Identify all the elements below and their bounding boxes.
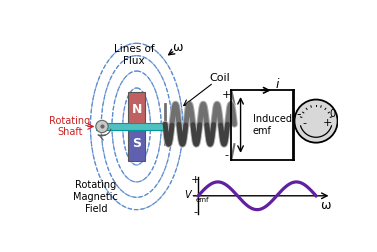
Text: -: - <box>302 118 306 129</box>
Bar <box>96 123 165 130</box>
Text: emf: emf <box>196 197 209 203</box>
Text: Rotating
Magnetic
Field: Rotating Magnetic Field <box>74 180 118 214</box>
Text: -: - <box>194 207 198 217</box>
Text: +: + <box>323 118 333 129</box>
Text: N: N <box>132 103 142 116</box>
Text: -: - <box>296 108 300 121</box>
Text: -: - <box>225 150 229 160</box>
Bar <box>128 92 145 127</box>
Circle shape <box>294 100 337 143</box>
Text: ω: ω <box>172 41 183 54</box>
Text: V: V <box>185 190 191 200</box>
Text: +: + <box>191 175 201 185</box>
Text: 0: 0 <box>329 109 335 119</box>
Bar <box>128 127 145 161</box>
Text: Coil: Coil <box>210 73 230 83</box>
Text: i: i <box>276 78 279 91</box>
Text: +: + <box>222 90 231 100</box>
Text: ω: ω <box>320 199 331 211</box>
Text: Lines of
Flux: Lines of Flux <box>114 44 155 66</box>
Text: Induced
emf: Induced emf <box>253 114 292 136</box>
Circle shape <box>96 120 108 133</box>
Text: S: S <box>132 137 141 150</box>
Text: Rotating
Shaft: Rotating Shaft <box>49 116 90 137</box>
